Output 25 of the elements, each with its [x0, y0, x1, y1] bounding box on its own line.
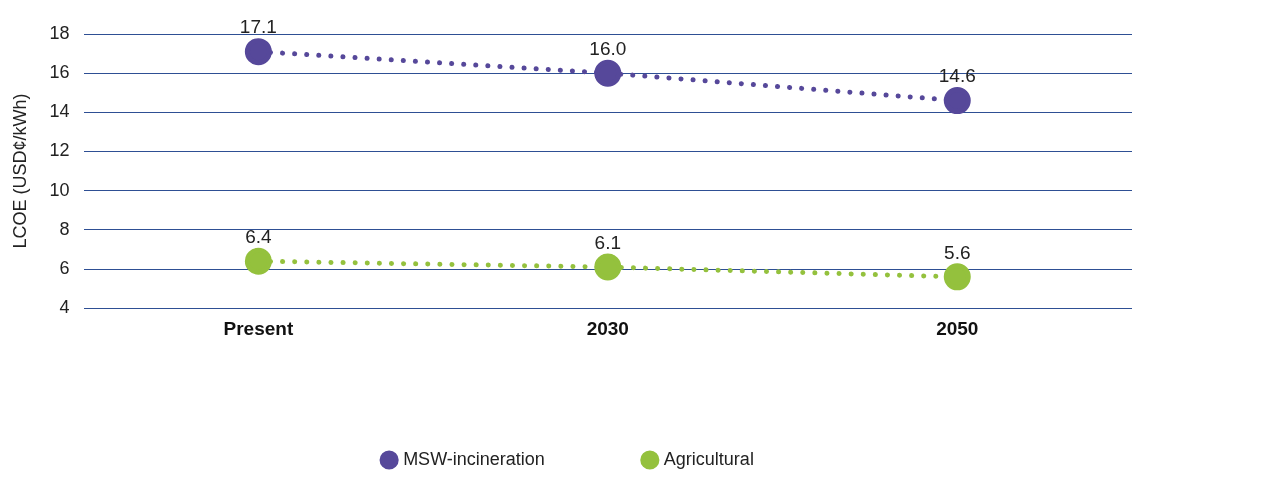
legend-label: MSW-incineration: [403, 448, 545, 469]
y-tick-label: 14: [49, 101, 70, 122]
x-tick-label: 2050: [936, 317, 979, 339]
y-tick-label: 4: [59, 297, 70, 318]
x-tick-label: 2030: [586, 317, 629, 339]
data-label: 16.0: [589, 37, 627, 59]
data-label: 6.4: [245, 225, 272, 247]
legend-label: Agricultural: [663, 448, 754, 469]
y-tick-label: 16: [49, 62, 70, 83]
point: [943, 263, 971, 291]
point: [943, 87, 971, 115]
point: [594, 59, 622, 87]
y-tick-label: 8: [59, 218, 70, 239]
y-axis-title: LCOE (USD¢/kWh): [9, 93, 30, 249]
y-tick-label: 12: [49, 140, 70, 161]
point: [594, 253, 622, 281]
point: [244, 247, 272, 275]
y-tick-label: 10: [49, 179, 70, 200]
data-label: 6.1: [594, 231, 622, 253]
y-tick-label: 6: [59, 258, 70, 278]
x-tick-label: Present: [223, 317, 294, 339]
data-label: 17.1: [239, 16, 277, 38]
data-label: 5.6: [944, 241, 971, 263]
y-tick-label: 18: [49, 22, 70, 43]
point: [244, 38, 272, 66]
